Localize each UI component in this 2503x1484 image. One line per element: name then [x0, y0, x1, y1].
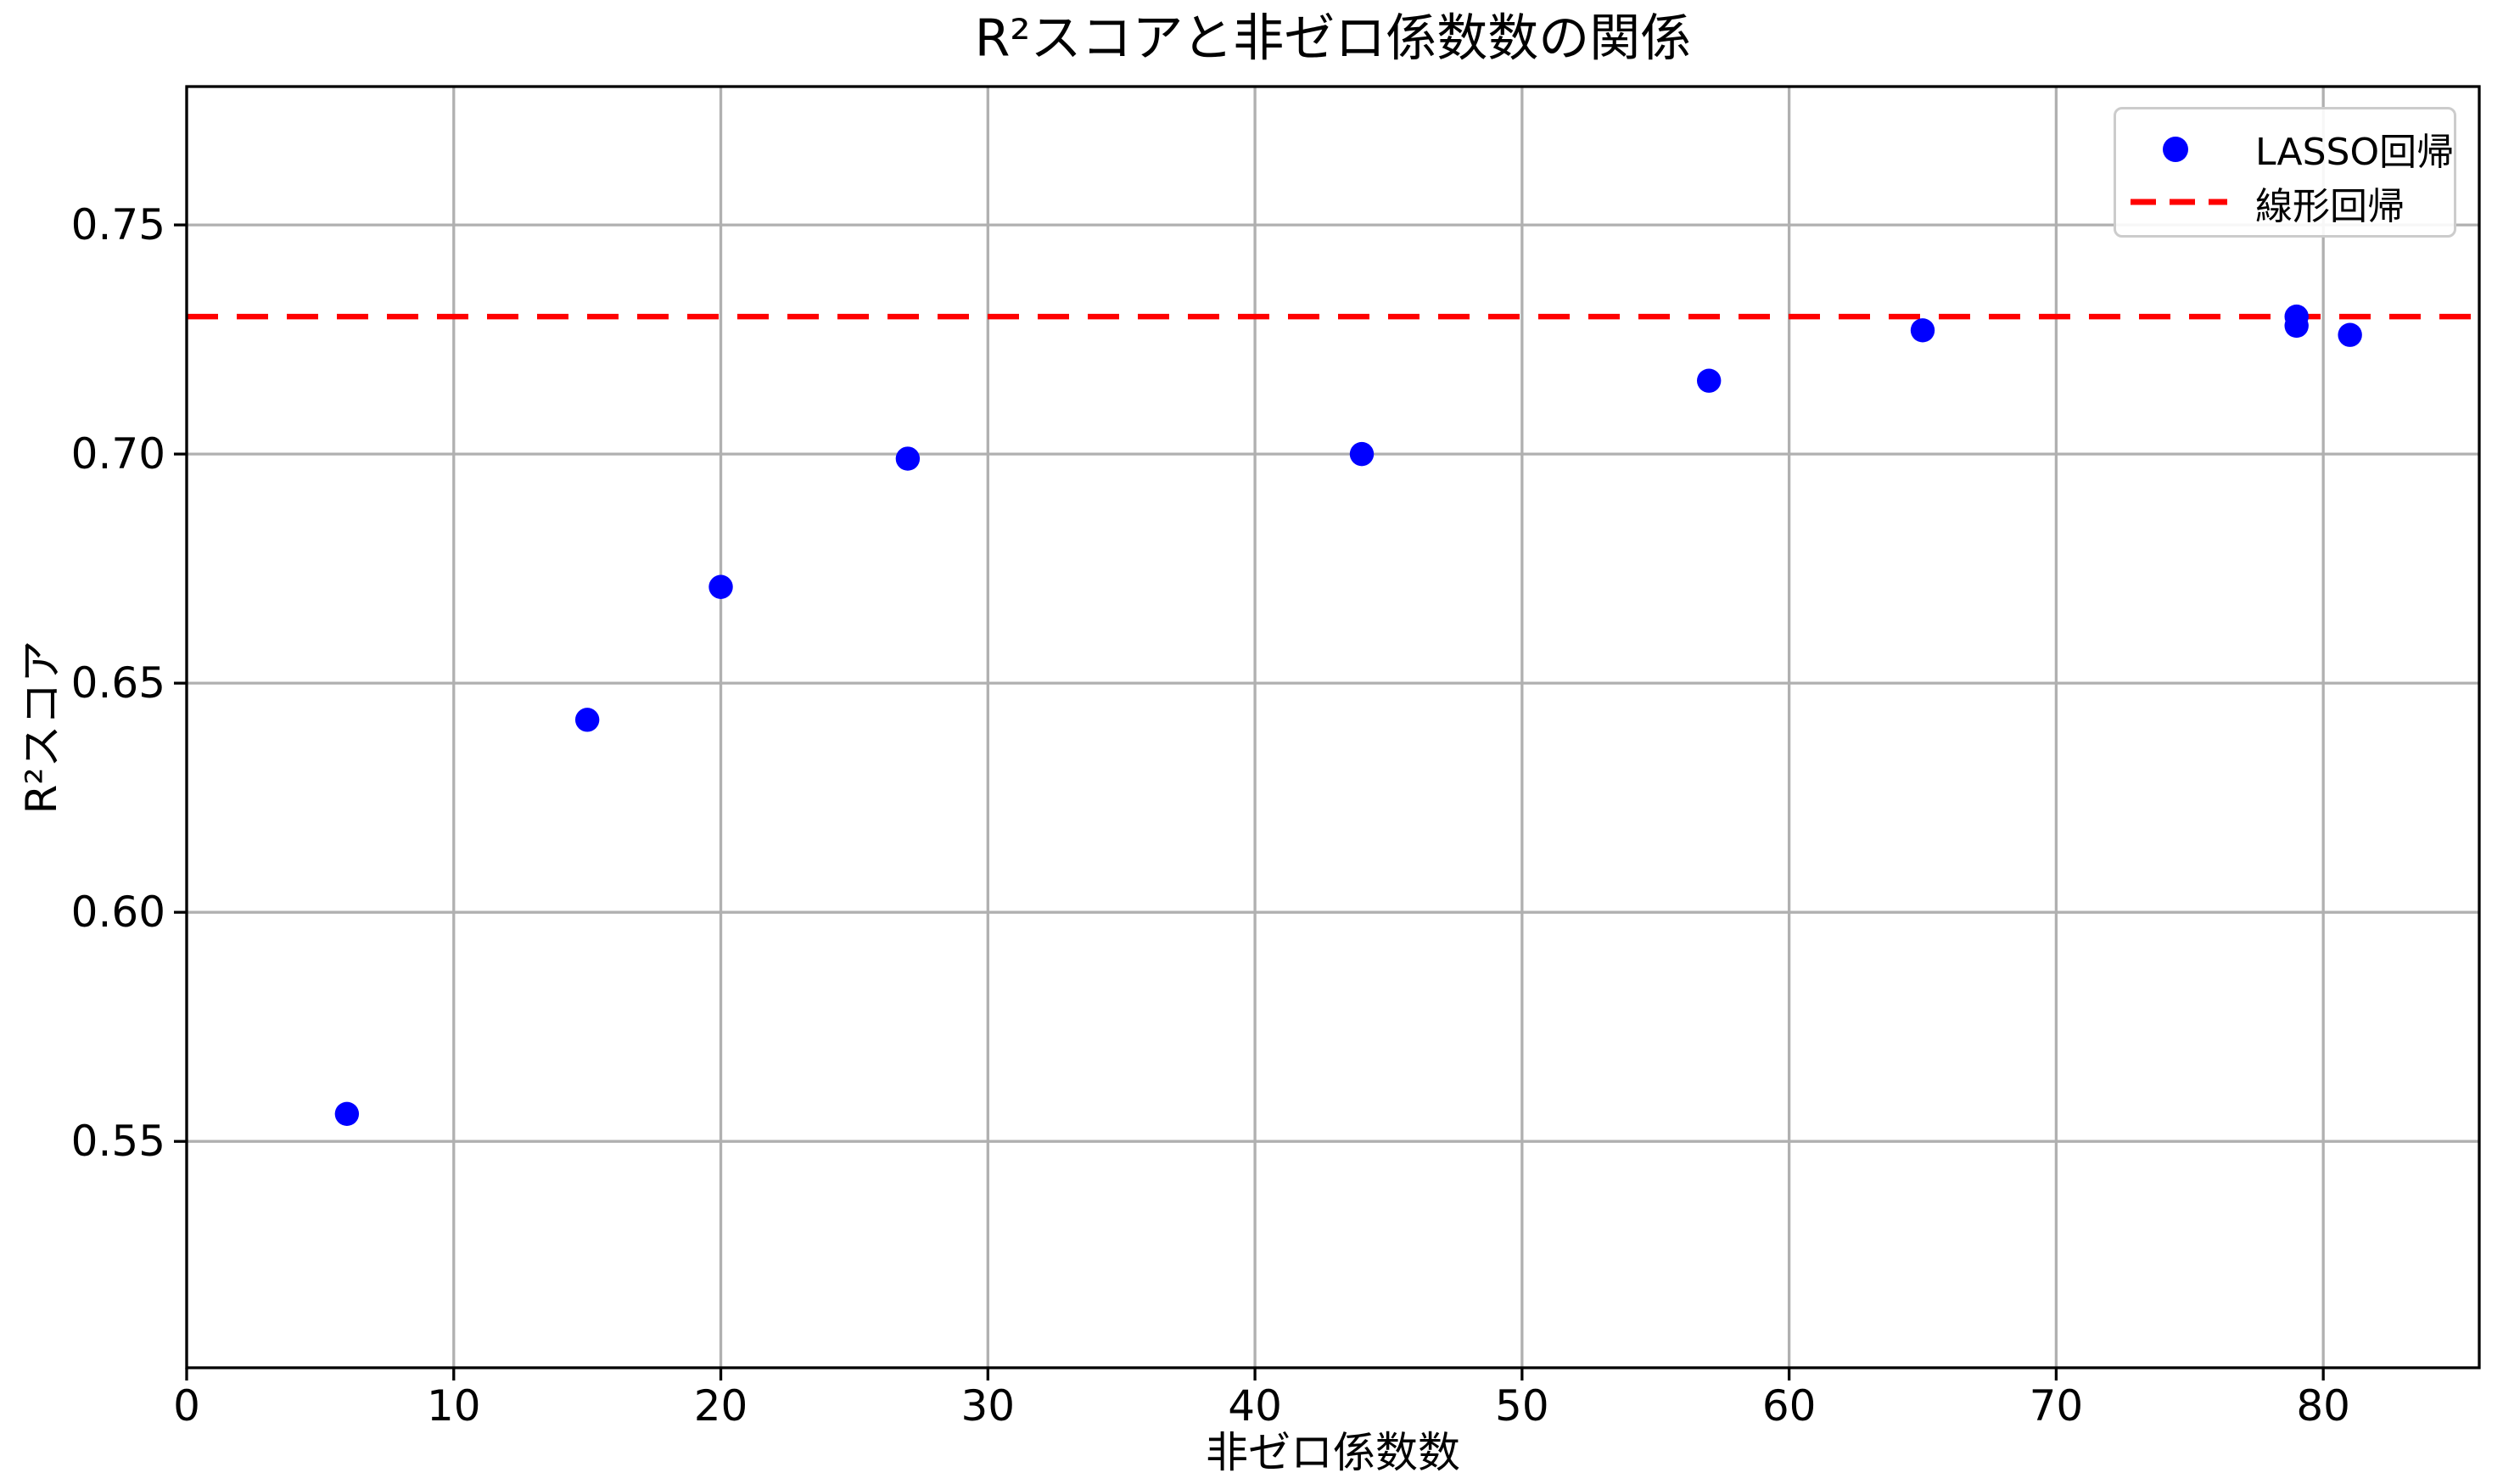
x-tick-label: 50: [1495, 1381, 1549, 1431]
y-axis-label: R²スコア: [17, 640, 66, 815]
x-tick-label: 40: [1228, 1381, 1282, 1431]
lasso-marker-swatch: [2163, 137, 2188, 162]
x-tick-label: 0: [173, 1381, 200, 1431]
y-tick-label: 0.65: [71, 658, 165, 708]
x-tick-label: 20: [694, 1381, 748, 1431]
y-tick-label: 0.55: [71, 1117, 165, 1166]
linear-line-swatch-icon: [2131, 199, 2227, 205]
y-tick-label: 0.75: [71, 200, 165, 249]
lasso-scatter-point: [1696, 368, 1722, 393]
lasso-scatter-point: [895, 446, 921, 471]
y-tick-label: 0.60: [71, 888, 165, 937]
lasso-scatter-point: [1910, 318, 1935, 343]
lasso-scatter-point: [708, 574, 733, 599]
legend-label-lasso: LASSO回帰: [2255, 131, 2455, 174]
legend-label-linear: 線形回帰: [2255, 185, 2405, 228]
lasso-scatter-point: [334, 1101, 360, 1127]
lasso-scatter-point: [574, 708, 600, 732]
x-axis-label: 非ゼロ係数数: [1206, 1428, 1460, 1477]
x-tick-label: 10: [427, 1381, 481, 1431]
x-tick-label: 70: [2030, 1381, 2084, 1431]
y-tick-label: 0.70: [71, 429, 165, 479]
x-tick-label: 60: [1762, 1381, 1817, 1431]
plot-border: [185, 85, 2481, 1369]
lasso-scatter-point: [2338, 322, 2362, 347]
lasso-scatter-point: [2284, 313, 2309, 339]
x-tick-label: 80: [2296, 1381, 2350, 1431]
chart-title: R²スコアと非ゼロ係数数の関係: [974, 8, 1692, 69]
x-tick-label: 30: [961, 1381, 1016, 1431]
legend: LASSO回帰 線形回帰: [2114, 107, 2456, 238]
lasso-scatter-point: [1349, 441, 1375, 467]
